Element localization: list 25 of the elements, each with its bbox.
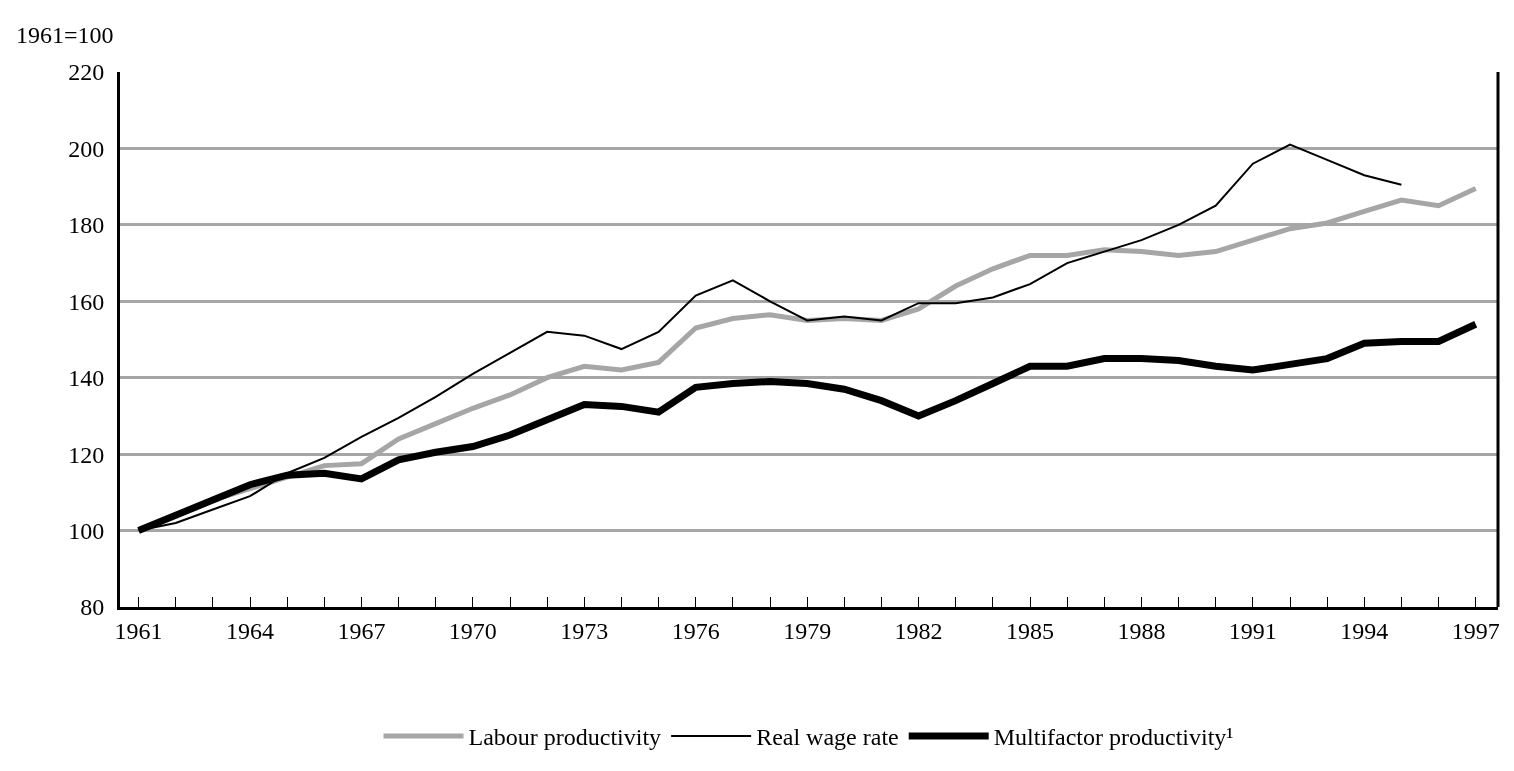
legend-label: Multifactor productivity¹: [993, 724, 1234, 751]
x-tick-label: 1985: [1006, 617, 1054, 644]
y-tick-label: 200: [68, 135, 105, 162]
x-tick-label: 1964: [226, 617, 274, 644]
legend-label: Labour productivity: [468, 724, 662, 751]
x-tick-label: 1982: [894, 617, 943, 644]
y-axis-title: 1961=100: [16, 22, 114, 48]
x-tick-label: 1976: [671, 617, 720, 644]
y-tick-label: 140: [68, 365, 105, 392]
y-tick-label: 160: [68, 288, 105, 315]
y-tick-label: 100: [68, 517, 105, 544]
x-tick-label: 1961: [114, 617, 163, 644]
x-tick-label: 1967: [337, 617, 386, 644]
x-tick-label: 1994: [1340, 617, 1389, 644]
x-tick-label: 1970: [448, 617, 497, 644]
x-tick-label: 1979: [783, 617, 832, 644]
y-tick-label: 220: [68, 59, 105, 86]
x-tick-label: 1973: [560, 617, 609, 644]
y-tick-label: 180: [68, 212, 105, 239]
legend-label: Real wage rate: [756, 724, 899, 751]
x-tick-label: 1988: [1117, 617, 1166, 644]
x-tick-label: 1997: [1451, 617, 1500, 644]
y-tick-label: 120: [68, 441, 105, 468]
y-tick-label: 80: [80, 594, 105, 621]
x-tick-label: 1991: [1228, 617, 1277, 644]
